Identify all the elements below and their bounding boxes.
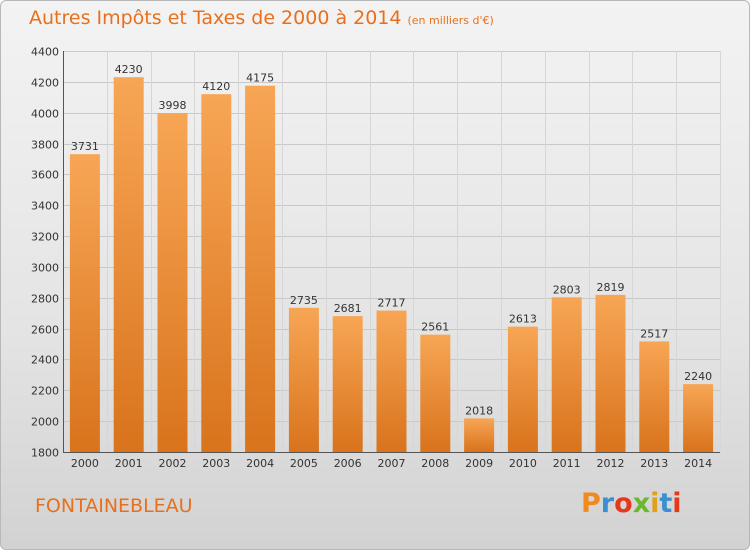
value-label: 2018 (465, 404, 493, 417)
bar (595, 294, 626, 452)
value-label: 2717 (378, 297, 406, 310)
chart-subtitle: (en milliers d'€) (407, 14, 494, 27)
value-label: 2613 (509, 313, 537, 326)
value-label: 2819 (597, 281, 625, 294)
bars (69, 77, 714, 453)
commune-name: FONTAINEBLEAU (35, 495, 193, 517)
logo-letter: o (614, 488, 633, 519)
value-label: 4175 (246, 72, 274, 85)
bar (639, 341, 670, 452)
value-label: 3998 (159, 99, 187, 112)
x-tick-label: 2005 (290, 457, 318, 470)
value-label: 2735 (290, 294, 318, 307)
x-tick-label: 2007 (378, 457, 406, 470)
x-tick-label: 2000 (71, 457, 99, 470)
bar (464, 418, 495, 452)
y-tick-label: 3600 (31, 169, 59, 182)
y-tick-label: 1800 (31, 447, 59, 460)
bar (113, 77, 144, 452)
y-tick-label: 3200 (31, 231, 59, 244)
y-tick-label: 3400 (31, 200, 59, 213)
x-tick-label: 2010 (509, 457, 537, 470)
axes (63, 51, 720, 453)
bar (245, 85, 276, 453)
chart-title: Autres Impôts et Taxes de 2000 à 2014 (en… (29, 7, 494, 29)
bar (551, 297, 582, 452)
y-tick-label: 3800 (31, 139, 59, 152)
bar (288, 307, 319, 452)
y-tick-label: 2000 (31, 416, 59, 429)
y-tick-label: 4400 (31, 46, 59, 59)
bar (507, 326, 538, 452)
y-tick-label: 4000 (31, 108, 59, 121)
bar (683, 384, 714, 452)
x-tick-label: 2013 (640, 457, 668, 470)
value-label: 3731 (71, 140, 99, 153)
value-label: 4230 (115, 63, 143, 76)
logo-letter: x (632, 488, 651, 519)
y-tick-label: 2600 (31, 324, 59, 337)
y-tick-label: 2800 (31, 293, 59, 306)
x-tick-label: 2004 (246, 457, 274, 470)
value-label: 4120 (202, 80, 230, 93)
bar (157, 113, 188, 453)
bar (69, 154, 100, 452)
y-tick-label: 3000 (31, 262, 59, 275)
bar (201, 94, 232, 452)
x-tick-label: 2014 (684, 457, 712, 470)
logo-letter: i (650, 488, 660, 519)
logo-letter: r (600, 488, 615, 519)
logo-letter: t (659, 488, 673, 519)
bar (420, 334, 451, 452)
x-tick-label: 2003 (202, 457, 230, 470)
x-tick-label: 2012 (597, 457, 625, 470)
labels: 1800 2000 2200 2400 2600 2800 3000 3200 3400 3600… (31, 46, 712, 471)
y-tick-label: 4200 (31, 77, 59, 90)
y-tick-label: 2200 (31, 385, 59, 398)
y-tick-label: 2400 (31, 354, 59, 367)
value-label: 2561 (421, 321, 449, 334)
proxiti-logo: Proxiti (581, 488, 682, 519)
x-tick-label: 2008 (421, 457, 449, 470)
x-tick-label: 2006 (334, 457, 362, 470)
chart-title-text: Autres Impôts et Taxes de 2000 à 2014 (29, 7, 402, 29)
bar (332, 316, 363, 452)
logo-letter: P (581, 488, 601, 519)
logo-letter: i (672, 488, 682, 519)
x-tick-label: 2001 (115, 457, 143, 470)
x-tick-label: 2002 (159, 457, 187, 470)
value-label: 2681 (334, 302, 362, 315)
bar (376, 310, 407, 452)
x-tick-label: 2011 (553, 457, 581, 470)
x-tick-label: 2009 (465, 457, 493, 470)
value-label: 2803 (553, 283, 581, 296)
value-label: 2240 (684, 370, 712, 383)
value-label: 2517 (640, 327, 668, 340)
